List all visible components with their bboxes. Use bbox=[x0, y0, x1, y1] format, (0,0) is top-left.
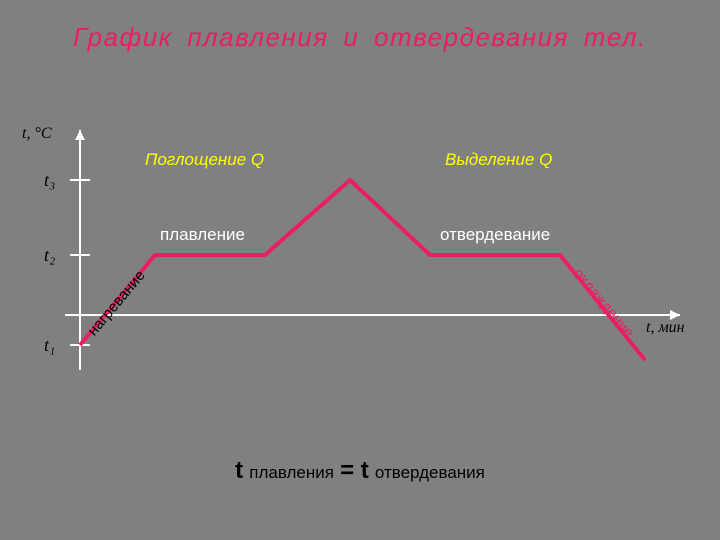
label-heating: нагревание bbox=[84, 267, 148, 339]
slide-root: График плавления и отвердевания тел. t, … bbox=[0, 0, 720, 540]
y-tick-1-label: t₂ bbox=[44, 245, 55, 265]
formula-sub2: отвердевания bbox=[375, 463, 485, 482]
label-cooling: охлаждение bbox=[570, 265, 638, 341]
y-axis-arrow bbox=[75, 130, 85, 140]
formula-t1: t bbox=[235, 457, 243, 484]
formula-sub1: плавления bbox=[249, 463, 334, 482]
slide-title: График плавления и отвердевания тел. bbox=[0, 22, 720, 53]
y-axis-label: t, °C bbox=[22, 125, 52, 142]
y-tick-0-label: t₃ bbox=[44, 170, 55, 190]
label-melting: плавление bbox=[160, 225, 245, 244]
chart-container: t, °C t, мин t₃ t₂ t₁ Поглощение Q Выдел… bbox=[20, 120, 700, 410]
x-axis-label: t, мин bbox=[646, 319, 685, 336]
y-tick-1: t₂ bbox=[44, 245, 90, 265]
label-absorb-q: Поглощение Q bbox=[145, 150, 264, 169]
formula-t2: t bbox=[361, 457, 369, 484]
label-release-q: Выделение Q bbox=[445, 150, 552, 169]
y-tick-0: t₃ bbox=[44, 170, 90, 190]
chart-svg: t, °C t, мин t₃ t₂ t₁ Поглощение Q Выдел… bbox=[20, 120, 700, 410]
y-tick-2: t₁ bbox=[44, 335, 90, 355]
formula-eq: = bbox=[340, 457, 361, 484]
formula-text: t плавления = t отвердевания bbox=[0, 457, 720, 485]
label-solidify: отвердевание bbox=[440, 225, 550, 244]
y-tick-2-label: t₁ bbox=[44, 335, 55, 355]
melting-curve bbox=[80, 180, 645, 360]
